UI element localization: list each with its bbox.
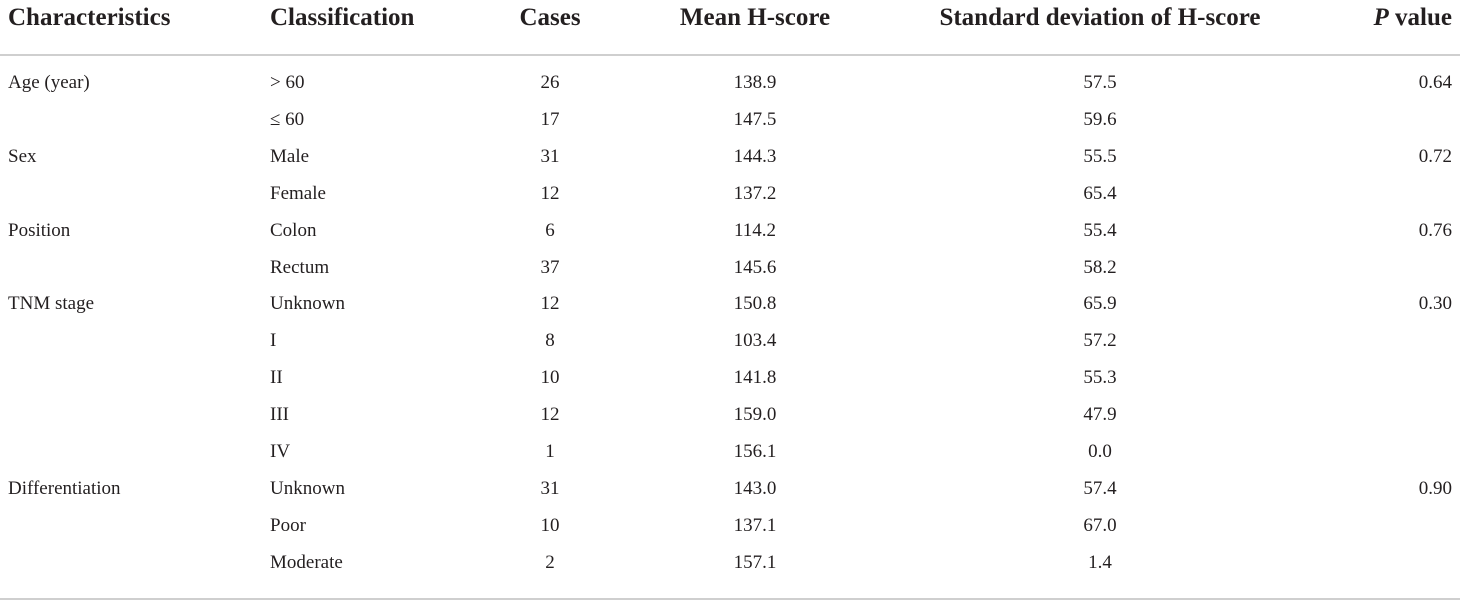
table-row: Age (year) > 60 26 138.9 57.5 0.64 xyxy=(0,70,1460,107)
cell-characteristic: Differentiation xyxy=(8,477,121,499)
cell-classification: Moderate xyxy=(270,551,343,573)
cell-mean-h-score: 141.8 xyxy=(733,367,777,389)
cell-classification: I xyxy=(270,330,277,352)
header-cases: Cases xyxy=(519,4,581,31)
table-row: Differentiation Unknown 31 143.0 57.4 0.90 xyxy=(0,476,1460,513)
cell-cases: 6 xyxy=(545,219,555,241)
cell-cases: 8 xyxy=(545,330,555,352)
cell-p-value: 0.76 xyxy=(1418,219,1452,241)
table-header: Characteristics Classification Cases Mea… xyxy=(0,0,1460,36)
cell-cases: 10 xyxy=(540,367,560,389)
cell-classification: ≤ 60 xyxy=(270,108,305,130)
cell-sd-h-score: 55.4 xyxy=(1083,219,1117,241)
cell-cases: 12 xyxy=(540,182,560,204)
cell-cases: 12 xyxy=(540,293,560,315)
cell-sd-h-score: 55.5 xyxy=(1083,145,1117,167)
cell-characteristic: Age (year) xyxy=(8,72,90,93)
table-row: Position Colon 6 114.2 55.4 0.76 xyxy=(0,218,1460,255)
cell-sd-h-score: 57.5 xyxy=(1083,72,1117,93)
cell-cases: 12 xyxy=(540,404,560,426)
header-p-word: value xyxy=(1388,4,1452,31)
cell-mean-h-score: 150.8 xyxy=(733,293,777,315)
cell-mean-h-score: 143.0 xyxy=(733,477,777,499)
cell-cases: 10 xyxy=(540,514,560,536)
cell-mean-h-score: 156.1 xyxy=(733,441,777,462)
cell-sd-h-score: 55.3 xyxy=(1083,367,1117,389)
cell-mean-h-score: 145.6 xyxy=(733,256,777,278)
table-row: II 10 141.8 55.3 xyxy=(0,365,1460,402)
table-row: III 12 159.0 47.9 xyxy=(0,402,1460,439)
cell-sd-h-score: 58.2 xyxy=(1083,256,1117,278)
cell-mean-h-score: 159.0 xyxy=(733,404,777,426)
table-row: Poor 10 137.1 67.0 xyxy=(0,513,1460,550)
header-p-value: P value xyxy=(1300,2,1452,34)
cell-sd-h-score: 0.0 xyxy=(1088,441,1112,462)
table-row: ≤ 60 17 147.5 59.6 xyxy=(0,107,1460,144)
cell-mean-h-score: 103.4 xyxy=(733,330,777,352)
cell-classification: II xyxy=(270,367,283,389)
cell-sd-h-score: 59.6 xyxy=(1083,108,1117,130)
cell-p-value: 0.90 xyxy=(1418,477,1452,499)
cell-mean-h-score: 144.3 xyxy=(733,145,777,167)
cell-sd-h-score: 57.4 xyxy=(1083,477,1117,499)
cell-mean-h-score: 137.1 xyxy=(733,514,777,536)
header-characteristics: Characteristics xyxy=(8,4,171,31)
cell-cases: 26 xyxy=(540,72,560,93)
cell-sd-h-score: 65.4 xyxy=(1083,182,1117,204)
cell-cases: 31 xyxy=(540,477,560,499)
cell-mean-h-score: 137.2 xyxy=(733,182,777,204)
cell-classification: Unknown xyxy=(270,477,345,499)
table-row: Moderate 2 157.1 1.4 xyxy=(0,550,1460,587)
cell-sd-h-score: 1.4 xyxy=(1088,551,1112,573)
cell-sd-h-score: 65.9 xyxy=(1083,293,1117,315)
cell-mean-h-score: 138.9 xyxy=(733,72,777,93)
cell-characteristic: Sex xyxy=(8,145,37,167)
header-p-letter: P xyxy=(1373,4,1389,31)
cell-cases: 17 xyxy=(540,108,560,130)
cell-classification: IV xyxy=(270,441,291,462)
cell-p-value: 0.30 xyxy=(1418,293,1452,315)
cell-classification: Male xyxy=(270,145,310,167)
table-row: Sex Male 31 144.3 55.5 0.72 xyxy=(0,144,1460,181)
header-sd-h-score: Standard deviation of H-score xyxy=(939,4,1261,31)
cell-cases: 2 xyxy=(545,551,555,573)
table-row: Rectum 37 145.6 58.2 xyxy=(0,255,1460,292)
cell-cases: 1 xyxy=(545,441,555,462)
table-row: TNM stage Unknown 12 150.8 65.9 0.30 xyxy=(0,291,1460,328)
cell-classification: Rectum xyxy=(270,256,330,278)
table-row: I 8 103.4 57.2 xyxy=(0,328,1460,365)
header-classification: Classification xyxy=(270,4,415,31)
cell-cases: 37 xyxy=(540,256,560,278)
cell-characteristic: TNM stage xyxy=(8,293,95,315)
header-mean-h-score: Mean H-score xyxy=(679,4,831,31)
cell-classification: > 60 xyxy=(270,72,305,93)
cell-sd-h-score: 57.2 xyxy=(1083,330,1117,352)
cell-cases: 31 xyxy=(540,145,560,167)
cell-p-value: 0.72 xyxy=(1418,145,1452,167)
cell-classification: Poor xyxy=(270,514,306,536)
cell-classification: III xyxy=(270,404,289,426)
table-row: IV 1 156.1 0.0 xyxy=(0,439,1460,476)
cell-mean-h-score: 157.1 xyxy=(733,551,777,573)
cell-classification: Colon xyxy=(270,219,317,241)
cell-characteristic: Position xyxy=(8,219,71,241)
table-row: Female 12 137.2 65.4 xyxy=(0,181,1460,218)
cell-mean-h-score: 147.5 xyxy=(733,108,777,130)
cell-sd-h-score: 47.9 xyxy=(1083,404,1117,426)
cell-classification: Female xyxy=(270,182,326,204)
cell-p-value: 0.64 xyxy=(1418,72,1452,93)
cell-mean-h-score: 114.2 xyxy=(733,219,777,241)
cell-sd-h-score: 67.0 xyxy=(1083,514,1117,536)
table-bottom-rule xyxy=(0,598,1460,600)
header-divider xyxy=(0,54,1460,56)
cell-classification: Unknown xyxy=(270,293,345,315)
